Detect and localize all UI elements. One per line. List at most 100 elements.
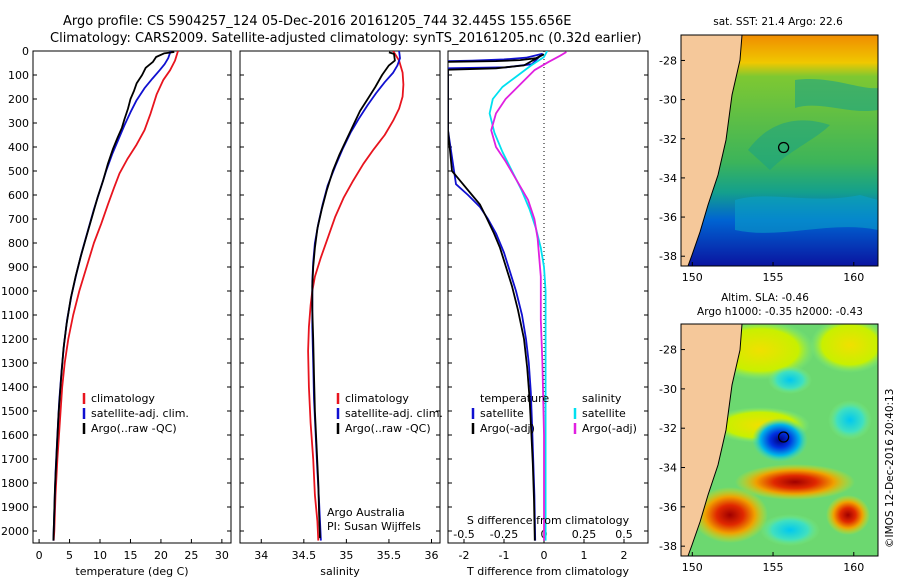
salinity-xtick-label: 35.5 bbox=[377, 549, 402, 562]
legend-salinity-heading: salinity bbox=[582, 392, 622, 405]
depth-tick-label: 600 bbox=[8, 189, 29, 202]
legend-satellite-adj: satellite-adj. clim. bbox=[345, 407, 443, 420]
sla-land bbox=[681, 324, 742, 556]
temperature-xtick-label: 0 bbox=[36, 549, 43, 562]
depth-tick-label: 700 bbox=[8, 213, 29, 226]
temperature-xtick-label: 20 bbox=[154, 549, 168, 562]
difference-t-xtick-label: 2 bbox=[621, 549, 628, 562]
sla-coastline bbox=[687, 324, 743, 556]
depth-tick-label: 200 bbox=[8, 93, 29, 106]
difference-t-xtick-label: -2 bbox=[459, 549, 470, 562]
salinity-xtick-label: 36 bbox=[424, 549, 438, 562]
sla-warm-eddy-se bbox=[826, 495, 870, 535]
temperature-xlabel: temperature (deg C) bbox=[75, 565, 188, 578]
map-lat-tick-label: -36 bbox=[659, 501, 677, 514]
difference-axes-frame bbox=[447, 50, 649, 544]
annotation-argo-australia: Argo Australia bbox=[327, 506, 405, 519]
sla-map-title-line1: Altim. SLA: -0.46 bbox=[721, 292, 809, 304]
sla-cyan-blob bbox=[768, 366, 812, 394]
map-lat-tick-label: -34 bbox=[659, 462, 677, 475]
series-salinity-satellite bbox=[488, 51, 548, 541]
difference-s-xtick-label: 0.25 bbox=[572, 528, 597, 541]
map-lon-tick-label: 155 bbox=[763, 271, 784, 284]
sla-map-frame bbox=[680, 323, 879, 557]
series-salinity-argo-adj- bbox=[490, 51, 567, 541]
legend-temperature-heading: temperature bbox=[480, 392, 549, 405]
s-difference-label: S difference from climatology bbox=[467, 514, 630, 527]
map-lat-tick-label: -28 bbox=[659, 54, 677, 67]
salinity-legend: climatology satellite-adj. clim. Argo(..… bbox=[336, 392, 443, 435]
temperature-xtick-label: 30 bbox=[215, 549, 229, 562]
map-lat-tick-label: -30 bbox=[659, 383, 677, 396]
imos-stamp: ©IMOS 12-Dec-2016 20:40:13 bbox=[884, 389, 896, 548]
legend-temp-satellite: satellite bbox=[480, 407, 524, 420]
sla-cyan-eddy-s bbox=[760, 514, 820, 546]
series-temperature-argo-adj- bbox=[448, 53, 545, 541]
depth-tick-label: 800 bbox=[8, 237, 29, 250]
depth-tick-label: 1500 bbox=[1, 405, 29, 418]
salinity-xtick-label: 35 bbox=[339, 549, 353, 562]
depth-tick-label: 2000 bbox=[1, 525, 29, 538]
map-lat-tick-label: -34 bbox=[659, 172, 677, 185]
sst-cool-filament bbox=[748, 120, 830, 170]
sst-map-frame bbox=[680, 34, 879, 267]
temperature-panel: 0100200300400500600700800900100011001200… bbox=[1, 45, 232, 578]
sst-land bbox=[681, 35, 742, 266]
depth-tick-label: 1300 bbox=[1, 357, 29, 370]
t-difference-xlabel: T difference from climatology bbox=[466, 565, 629, 578]
legend-sal-satellite: satellite bbox=[582, 407, 626, 420]
depth-tick-label: 300 bbox=[8, 117, 29, 130]
difference-panel: -2 -1 0 1 2 -0.5 -0.25 0 0.25 0.5 S difference f… bbox=[447, 50, 649, 578]
depth-tick-label: 100 bbox=[8, 69, 29, 82]
sla-warm-band bbox=[735, 464, 855, 500]
legend-argo: Argo(..raw -QC) bbox=[345, 422, 431, 435]
salinity-axes-frame bbox=[239, 50, 441, 544]
map-lat-tick-label: -32 bbox=[659, 422, 677, 435]
salinity-xtick-label: 34 bbox=[254, 549, 268, 562]
map-lon-tick-label: 150 bbox=[682, 271, 703, 284]
map-lat-tick-label: -38 bbox=[659, 250, 677, 263]
series-satellite-adj-clim- bbox=[311, 51, 401, 541]
salinity-xtick-label: 34.5 bbox=[292, 549, 317, 562]
series-temperature-satellite bbox=[448, 53, 543, 541]
temperature-xtick-label: 10 bbox=[93, 549, 107, 562]
difference-s-xtick-label: 0.5 bbox=[615, 528, 633, 541]
salinity-panel: 34 34.5 35 35.5 36 salinity climatology sate… bbox=[239, 50, 443, 578]
depth-tick-label: 0 bbox=[22, 45, 29, 58]
sst-blue-band bbox=[735, 195, 878, 233]
map-lat-tick-label: -38 bbox=[659, 540, 677, 553]
depth-tick-label: 1100 bbox=[1, 309, 29, 322]
figure-title-line2: Climatology: CARS2009. Satellite-adjuste… bbox=[50, 31, 642, 46]
sst-cool-band bbox=[795, 78, 878, 112]
depth-tick-label: 900 bbox=[8, 261, 29, 274]
sla-map-title-line2: Argo h1000: -0.35 h2000: -0.43 bbox=[697, 306, 863, 318]
depth-tick-label: 1900 bbox=[1, 501, 29, 514]
sla-warm-eddy-sw bbox=[692, 487, 768, 543]
legend-climatology: climatology bbox=[91, 392, 155, 405]
sla-yellow-blob-ne bbox=[810, 324, 878, 373]
legend-satellite-adj: satellite-adj. clim. bbox=[91, 407, 189, 420]
map-lon-tick-label: 160 bbox=[843, 271, 864, 284]
map-lat-tick-label: -32 bbox=[659, 133, 677, 146]
map-lat-tick-label: -28 bbox=[659, 344, 677, 357]
map-lat-tick-label: -36 bbox=[659, 211, 677, 224]
map-lon-tick-label: 150 bbox=[682, 561, 703, 574]
sla-map: Altim. SLA: -0.46 Argo h1000: -0.35 h200… bbox=[659, 292, 879, 574]
map-lon-tick-label: 160 bbox=[843, 561, 864, 574]
sst-map: sat. SST: 21.4 Argo: 22.6 -28 -30 -32 -34 -3… bbox=[659, 16, 879, 284]
depth-tick-label: 400 bbox=[8, 141, 29, 154]
map-lon-tick-label: 155 bbox=[763, 561, 784, 574]
depth-tick-label: 1400 bbox=[1, 381, 29, 394]
series-climatology bbox=[52, 51, 179, 541]
temperature-xtick-label: 5 bbox=[66, 549, 73, 562]
temperature-axes-frame bbox=[32, 50, 232, 544]
series-argo-raw-qc- bbox=[311, 51, 396, 539]
legend-temp-argo: Argo(-adj) bbox=[480, 422, 535, 435]
temperature-xtick-label: 25 bbox=[184, 549, 198, 562]
difference-t-xtick-label: 1 bbox=[581, 549, 588, 562]
map-lat-tick-label: -30 bbox=[659, 94, 677, 107]
sla-cyan-eddy-e bbox=[828, 400, 872, 440]
temperature-legend: climatology satellite-adj. clim. Argo(..… bbox=[82, 392, 189, 435]
series-argo-raw-qc- bbox=[52, 51, 175, 541]
